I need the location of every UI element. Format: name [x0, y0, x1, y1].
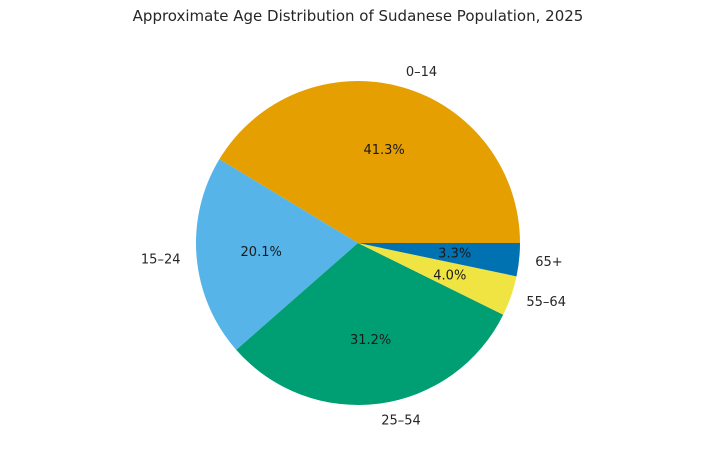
slice-pct-label: 41.3% [363, 143, 404, 158]
slice-pct-label: 20.1% [241, 245, 282, 260]
pie-slice-15-24 [195, 159, 358, 350]
slice-label: 15–24 [141, 252, 181, 267]
pie-slice-25-54 [236, 243, 504, 406]
chart-title: Approximate Age Distribution of Sudanese… [132, 7, 584, 25]
pie-slice-0-14 [219, 81, 520, 243]
slice-label: 25–54 [381, 413, 421, 428]
slice-label: 55–64 [526, 295, 566, 310]
slice-label: 65+ [535, 255, 562, 270]
pie-slice-55-64 [358, 243, 517, 315]
slice-pct-label: 4.0% [433, 268, 466, 283]
slice-label: 0–14 [406, 65, 437, 80]
slice-pct-label: 3.3% [438, 247, 471, 262]
slice-pct-label: 31.2% [350, 333, 391, 348]
pie-slice-65+ [358, 243, 520, 277]
